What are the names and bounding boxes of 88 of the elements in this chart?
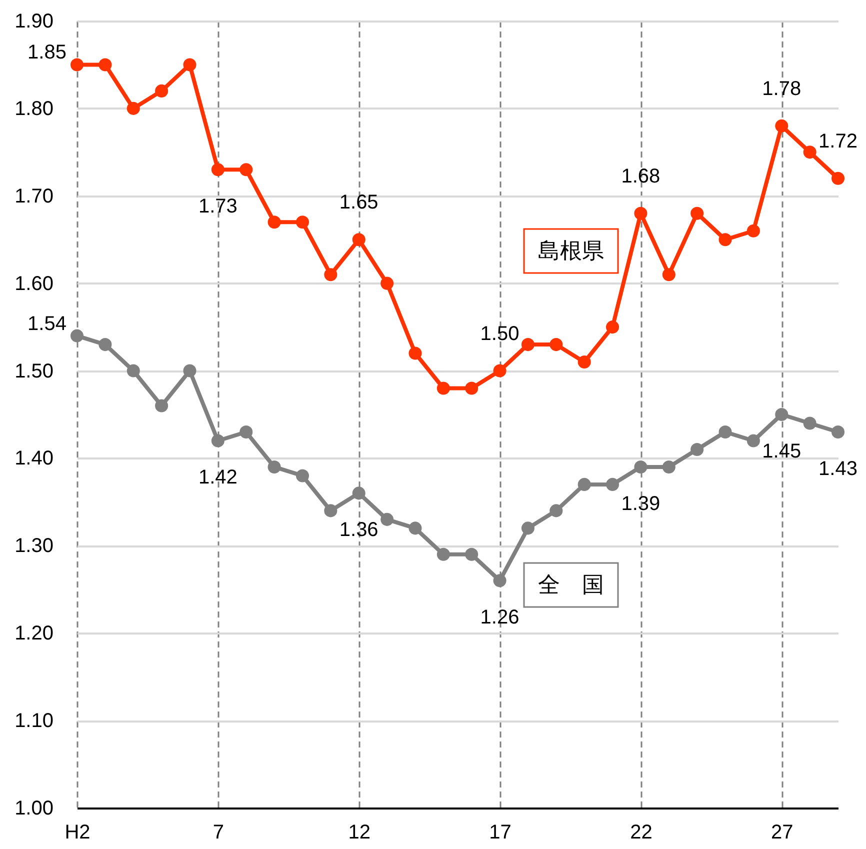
- point: [70, 329, 84, 342]
- y-tick-label: 1.20: [14, 622, 54, 645]
- point: [240, 163, 253, 176]
- point: [746, 434, 760, 448]
- x-tick-label: 12: [348, 822, 370, 844]
- point: [240, 425, 253, 438]
- data-label: 1.54: [28, 312, 66, 335]
- y-tick-label: 1.60: [14, 272, 54, 295]
- point: [521, 522, 534, 535]
- point: [268, 216, 281, 229]
- point: [324, 268, 338, 282]
- y-tick-label: 1.70: [14, 185, 54, 208]
- point: [126, 102, 140, 115]
- point: [211, 163, 224, 176]
- point: [550, 338, 563, 352]
- y-tick-label: 1.00: [14, 798, 54, 820]
- y-tick-label: 1.40: [14, 448, 54, 470]
- point: [436, 548, 450, 561]
- point: [578, 356, 591, 369]
- series-label: 島根県: [538, 239, 604, 264]
- point: [436, 382, 450, 395]
- x-tick-label: 17: [489, 822, 512, 844]
- point: [493, 364, 506, 378]
- data-label: 1.39: [621, 492, 660, 515]
- point: [550, 504, 563, 518]
- point: [606, 320, 620, 334]
- point: [126, 364, 140, 378]
- point: [831, 172, 845, 185]
- point: [493, 574, 506, 588]
- point: [380, 276, 394, 290]
- data-label: 1.43: [818, 458, 858, 480]
- point: [775, 408, 788, 422]
- point: [155, 84, 168, 98]
- x-tick-label: 22: [630, 822, 652, 844]
- y-tick-label: 1.10: [14, 710, 54, 732]
- point: [352, 486, 366, 500]
- series-label: 全 国: [538, 573, 604, 598]
- point: [352, 233, 366, 246]
- point: [183, 364, 196, 378]
- data-label: 1.36: [339, 519, 378, 542]
- point: [578, 478, 591, 491]
- x-tick-label: 7: [212, 822, 224, 844]
- data-label: 1.45: [762, 440, 802, 462]
- data-label: 1.73: [198, 196, 238, 218]
- point: [634, 206, 648, 220]
- point: [718, 233, 732, 246]
- point: [634, 460, 648, 474]
- y-tick-label: 1.50: [14, 360, 54, 382]
- point: [98, 58, 112, 72]
- point: [690, 442, 704, 456]
- point: [606, 478, 620, 491]
- point: [690, 206, 704, 220]
- point: [831, 425, 845, 438]
- point: [803, 146, 816, 159]
- point: [408, 346, 422, 360]
- data-label: 1.68: [621, 165, 660, 188]
- point: [183, 58, 196, 72]
- point: [324, 504, 338, 518]
- point: [465, 548, 478, 561]
- point: [746, 224, 760, 238]
- point: [803, 416, 816, 430]
- point: [98, 338, 112, 352]
- point: [775, 119, 788, 132]
- x-tick-label: 27: [771, 822, 794, 844]
- data-label: 1.42: [198, 466, 238, 489]
- point: [718, 425, 732, 438]
- y-tick-label: 1.90: [14, 10, 54, 32]
- data-label: 1.85: [28, 42, 66, 64]
- point: [662, 268, 676, 282]
- point: [155, 399, 168, 412]
- point: [70, 58, 84, 72]
- y-tick-label: 1.30: [14, 535, 54, 558]
- data-label: 1.72: [818, 130, 858, 152]
- point: [268, 460, 281, 474]
- data-label: 1.65: [339, 192, 378, 214]
- point: [408, 522, 422, 535]
- data-label: 1.50: [480, 322, 520, 345]
- point: [296, 469, 309, 482]
- point: [521, 338, 534, 352]
- x-tick-label: H2: [64, 822, 90, 844]
- point: [211, 434, 224, 448]
- data-label: 1.78: [762, 78, 802, 100]
- point: [296, 216, 309, 229]
- data-label: 1.26: [480, 606, 520, 629]
- point: [662, 460, 676, 474]
- point: [380, 512, 394, 526]
- y-tick-label: 1.80: [14, 98, 54, 120]
- point: [465, 382, 478, 395]
